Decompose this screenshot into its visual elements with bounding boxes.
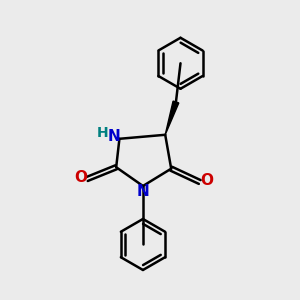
Polygon shape bbox=[165, 101, 179, 135]
Text: N: N bbox=[136, 184, 149, 199]
Text: H: H bbox=[97, 126, 109, 140]
Text: O: O bbox=[200, 173, 213, 188]
Text: N: N bbox=[108, 129, 120, 144]
Text: O: O bbox=[74, 170, 87, 185]
